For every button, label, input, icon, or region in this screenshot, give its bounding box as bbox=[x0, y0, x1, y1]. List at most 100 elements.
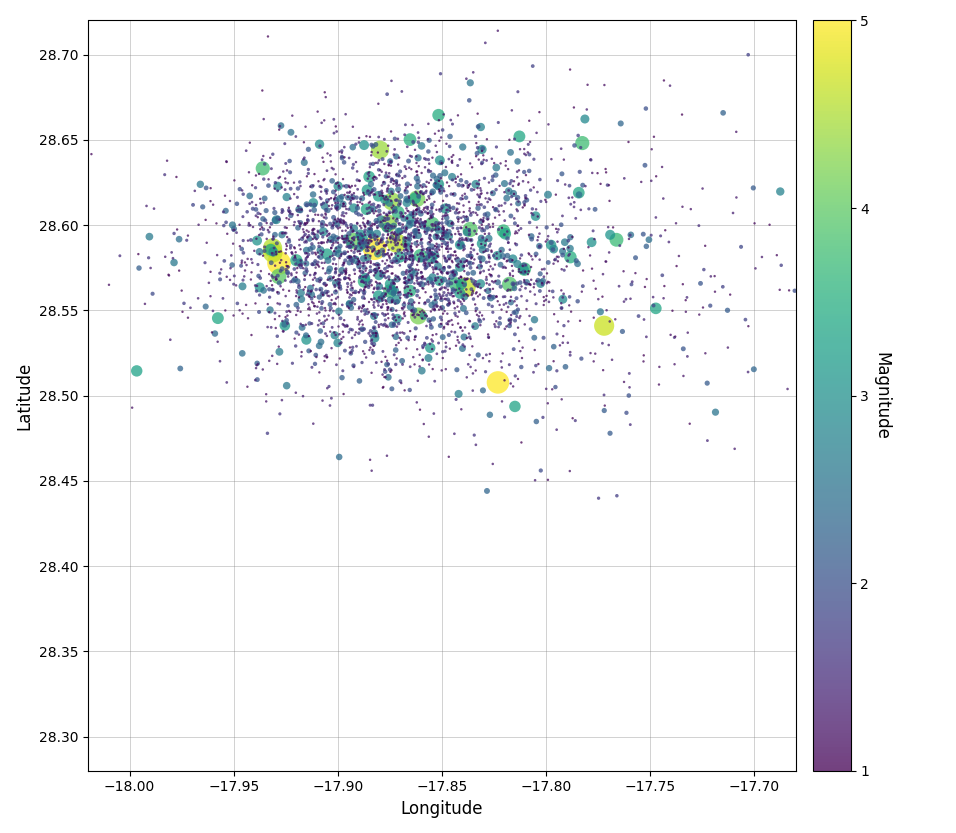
Point bbox=[337, 232, 352, 246]
Point bbox=[648, 170, 663, 183]
Point bbox=[368, 157, 383, 170]
Point bbox=[171, 264, 186, 277]
Point bbox=[456, 302, 471, 315]
Point bbox=[441, 298, 456, 312]
Point bbox=[518, 148, 533, 162]
Point bbox=[524, 250, 539, 263]
Point bbox=[421, 132, 436, 146]
Point bbox=[245, 202, 260, 216]
Point bbox=[332, 327, 347, 341]
Point bbox=[305, 227, 320, 240]
Point bbox=[257, 240, 272, 253]
Point bbox=[414, 243, 429, 257]
Point bbox=[773, 258, 789, 272]
Point bbox=[467, 277, 482, 291]
Point bbox=[459, 221, 474, 234]
Point bbox=[435, 307, 450, 320]
Point bbox=[447, 268, 463, 282]
Point bbox=[336, 364, 351, 377]
Point bbox=[262, 282, 277, 296]
Point bbox=[612, 239, 627, 252]
Point bbox=[272, 345, 287, 358]
Point bbox=[698, 347, 713, 360]
Point bbox=[352, 242, 367, 255]
Point bbox=[243, 218, 258, 232]
Point bbox=[441, 315, 456, 328]
Point bbox=[368, 327, 383, 340]
Point bbox=[707, 285, 723, 298]
Point bbox=[324, 162, 339, 175]
Point bbox=[497, 228, 512, 242]
Point bbox=[468, 227, 484, 241]
Point bbox=[471, 198, 487, 212]
Point bbox=[292, 238, 307, 252]
Point bbox=[574, 203, 589, 217]
Point bbox=[503, 294, 518, 307]
Point bbox=[544, 236, 559, 249]
Point bbox=[570, 257, 585, 271]
Point bbox=[321, 309, 337, 322]
Point bbox=[326, 112, 341, 126]
Point bbox=[353, 283, 368, 297]
Point bbox=[415, 353, 430, 367]
Point bbox=[315, 237, 330, 250]
Point bbox=[399, 289, 414, 302]
Point bbox=[262, 303, 277, 317]
Point bbox=[438, 337, 453, 350]
Point bbox=[389, 281, 404, 294]
Point bbox=[163, 333, 178, 347]
Point bbox=[393, 333, 408, 347]
Point bbox=[548, 381, 563, 394]
Point bbox=[507, 212, 522, 225]
Point bbox=[438, 362, 453, 376]
Point bbox=[437, 304, 452, 317]
Point bbox=[428, 298, 444, 312]
Point bbox=[409, 207, 424, 221]
Point bbox=[404, 287, 420, 301]
Point bbox=[408, 198, 424, 212]
Point bbox=[312, 275, 327, 288]
Point bbox=[306, 197, 321, 210]
Point bbox=[389, 177, 404, 190]
Point bbox=[279, 379, 294, 392]
Point bbox=[203, 194, 218, 207]
Point bbox=[675, 200, 690, 213]
Point bbox=[332, 192, 347, 206]
Point bbox=[419, 152, 434, 166]
Point bbox=[401, 287, 416, 300]
Point bbox=[406, 196, 422, 209]
Point bbox=[581, 202, 597, 216]
Point bbox=[333, 215, 348, 228]
Point bbox=[441, 292, 456, 306]
Point bbox=[302, 317, 317, 330]
Point bbox=[337, 236, 352, 249]
Point bbox=[453, 271, 468, 284]
Point bbox=[447, 307, 463, 320]
Point bbox=[317, 314, 333, 327]
Point bbox=[312, 366, 327, 379]
Point bbox=[388, 176, 403, 189]
Point bbox=[327, 245, 342, 258]
Point bbox=[339, 232, 355, 246]
Point bbox=[527, 313, 542, 327]
Point bbox=[250, 207, 266, 220]
Point bbox=[362, 276, 378, 289]
Point bbox=[271, 269, 286, 282]
Point bbox=[427, 219, 443, 232]
Y-axis label: Latitude: Latitude bbox=[15, 362, 33, 430]
Point bbox=[492, 179, 508, 192]
Point bbox=[532, 253, 547, 267]
Point bbox=[465, 238, 480, 252]
Point bbox=[512, 283, 528, 297]
Point bbox=[318, 91, 334, 104]
Point bbox=[350, 196, 365, 209]
Point bbox=[338, 232, 354, 245]
Point bbox=[287, 241, 302, 254]
Point bbox=[243, 233, 258, 247]
Point bbox=[447, 326, 463, 339]
Point bbox=[410, 180, 425, 193]
Point bbox=[263, 243, 278, 257]
Point bbox=[272, 119, 288, 132]
Point bbox=[229, 197, 245, 211]
Point bbox=[324, 202, 339, 216]
